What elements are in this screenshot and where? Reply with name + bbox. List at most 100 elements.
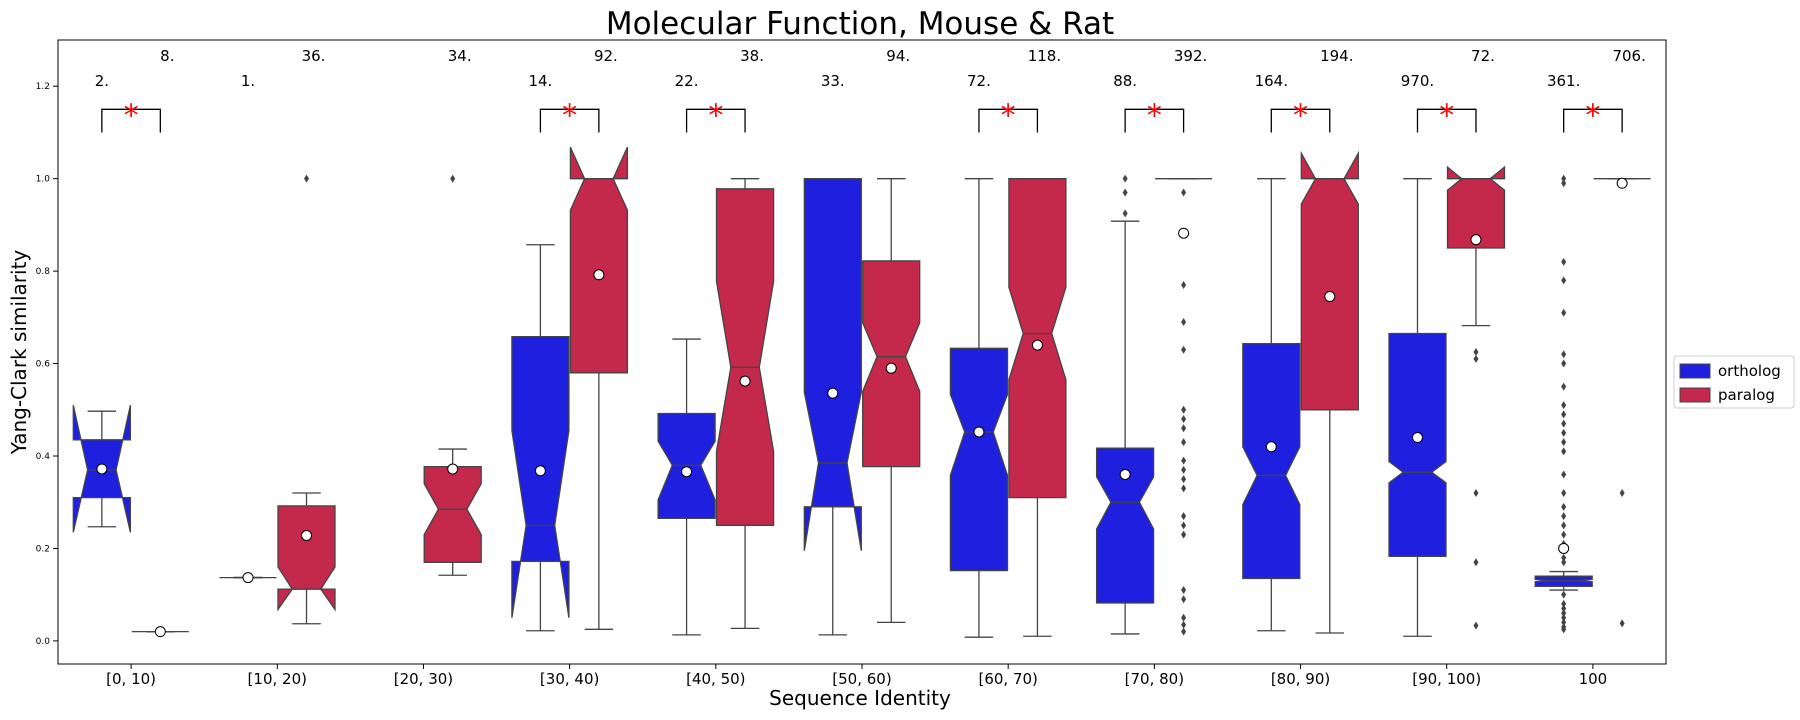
mean-marker [301, 530, 313, 542]
x-tick-label: [70, 80) [1125, 670, 1184, 688]
outlier-point [1561, 553, 1567, 562]
paralog-box [1446, 165, 1506, 249]
ortholog-count-label: 33. [821, 72, 845, 90]
outlier-point [1181, 613, 1187, 622]
outlier-point [1122, 174, 1128, 183]
outlier-point [1181, 620, 1187, 629]
mean-marker [534, 465, 546, 477]
outlier-point [1122, 188, 1128, 197]
outlier-point [1561, 447, 1567, 456]
outlier-point [1181, 415, 1187, 424]
outlier-point [1473, 488, 1479, 497]
legend-label-paralog: paralog [1718, 386, 1775, 404]
significance-bracket [978, 108, 1039, 133]
paralog-count-label: 38. [740, 47, 764, 65]
significance-star: * [708, 98, 723, 133]
legend-swatch-ortholog [1679, 363, 1711, 379]
outlier-point [1561, 623, 1567, 632]
legend-label-ortholog: ortholog [1718, 362, 1781, 380]
outlier-point [1181, 627, 1187, 636]
outlier-point [1561, 470, 1567, 479]
outlier-point [1561, 521, 1567, 530]
legend-swatch-paralog [1679, 387, 1711, 403]
outlier-point [450, 174, 456, 183]
outlier-point [1561, 350, 1567, 359]
outlier-point [1181, 484, 1187, 493]
mean-marker [1119, 468, 1131, 480]
ortholog-box [657, 412, 716, 520]
outlier-point [1181, 521, 1187, 530]
outlier-point [1561, 558, 1567, 567]
outlier-point [1561, 512, 1567, 521]
ortholog-count-label: 2. [95, 72, 109, 90]
significance-star: * [1293, 98, 1308, 133]
chart-title: Molecular Function, Mouse & Rat [606, 6, 1114, 42]
outlier-point [1181, 424, 1187, 433]
outlier-point [1561, 438, 1567, 447]
significance-star: * [1439, 98, 1454, 133]
ortholog-box [1242, 343, 1301, 580]
outlier-point [1181, 405, 1187, 414]
outlier-point [1561, 410, 1567, 419]
ortholog-box [511, 336, 570, 618]
significance-bracket [101, 108, 161, 133]
mean-marker [96, 463, 108, 475]
significance-bracket [539, 108, 600, 133]
mean-marker [1411, 432, 1423, 444]
significance-star: * [124, 98, 139, 133]
mean-marker [1178, 227, 1190, 239]
ortholog-box [1095, 447, 1155, 604]
ortholog-box [803, 178, 862, 551]
ortholog-count-label: 72. [967, 72, 991, 90]
y-axis-label: Yang-Clark similarity [7, 250, 31, 456]
x-tick-label: [30, 40) [540, 670, 599, 688]
x-tick-label: [20, 30) [394, 670, 453, 688]
mean-marker [154, 626, 166, 638]
outlier-point [1561, 530, 1567, 539]
ortholog-count-label: 970. [1401, 72, 1434, 90]
outlier-point [1619, 488, 1625, 497]
outlier-point [1181, 456, 1187, 465]
mean-marker [827, 387, 839, 399]
y-tick-label: 0.2 [36, 544, 50, 554]
outlier-point [304, 174, 310, 183]
x-tick-label: [90, 100) [1412, 670, 1481, 688]
outlier-point [1181, 188, 1187, 197]
outlier-point [1473, 348, 1479, 356]
ortholog-box [949, 347, 1009, 572]
paralog-box [1300, 150, 1359, 411]
mean-marker [681, 466, 693, 478]
outlier-point [1181, 595, 1187, 604]
significance-bracket [1563, 108, 1623, 133]
x-tick-label: [40, 50) [686, 670, 745, 688]
outlier-point [1181, 512, 1187, 521]
outlier-point [1561, 488, 1567, 497]
mean-marker [447, 463, 459, 475]
legend: ortholog paralog [1673, 355, 1795, 409]
ortholog-count-label: 14. [528, 72, 552, 90]
paralog-count-label: 194. [1320, 47, 1353, 65]
outlier-point [1473, 558, 1479, 567]
outlier-point [1473, 354, 1479, 363]
outlier-point [1181, 280, 1187, 289]
significance-bracket [1270, 108, 1331, 133]
outlier-point [1561, 428, 1567, 437]
paralog-box [1008, 178, 1067, 499]
outlier-point [1561, 609, 1567, 618]
mean-marker [885, 362, 897, 374]
paralog-count-label: 92. [594, 47, 618, 65]
outlier-point [1561, 613, 1567, 622]
y-tick-label: 0.0 [36, 637, 51, 647]
plot-frame [57, 39, 1667, 665]
paralog-count-label: 118. [1028, 47, 1061, 65]
outlier-point [1561, 174, 1567, 183]
outlier-point [1561, 276, 1567, 285]
significance-star: * [1147, 98, 1162, 133]
outlier-point [1561, 599, 1567, 608]
significance-star: * [562, 98, 577, 133]
outlier-point [1561, 604, 1567, 613]
outlier-point [1561, 419, 1567, 428]
mean-marker [1265, 441, 1277, 453]
outlier-point [1181, 586, 1187, 595]
